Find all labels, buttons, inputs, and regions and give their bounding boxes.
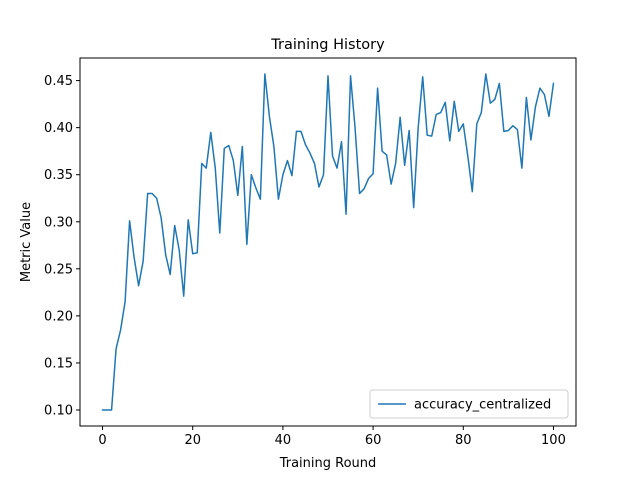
y-tick-label: 0.15 <box>44 356 73 371</box>
y-tick-label: 0.10 <box>44 404 73 419</box>
y-tick-label: 0.40 <box>44 121 73 136</box>
legend-label: accuracy_centralized <box>414 398 551 413</box>
x-tick-label: 100 <box>541 433 566 448</box>
plot-area: 0 20 40 60 80 100 0.10 0.15 0.20 0.25 0.30 0.35 0.40… <box>44 57 577 448</box>
x-axis-label: Training Round <box>279 456 377 471</box>
x-tick-label: 20 <box>184 433 201 448</box>
y-tick-label: 0.35 <box>44 168 73 183</box>
series-line-accuracy_centralized <box>101 73 555 411</box>
axes-frame <box>79 57 577 427</box>
chart-title: Training History <box>270 37 385 53</box>
y-tick-label: 0.20 <box>44 309 73 324</box>
legend-box <box>369 389 569 419</box>
x-tick-label: 60 <box>365 433 382 448</box>
x-tick-label: 0 <box>98 433 106 448</box>
y-tick-label: 0.30 <box>44 215 73 230</box>
x-tick-label: 80 <box>455 433 472 448</box>
y-axis-label: Metric Value <box>19 202 34 282</box>
x-tick-label: 40 <box>275 433 292 448</box>
y-tick-label: 0.25 <box>44 262 73 277</box>
y-tick-label: 0.45 <box>44 74 73 89</box>
